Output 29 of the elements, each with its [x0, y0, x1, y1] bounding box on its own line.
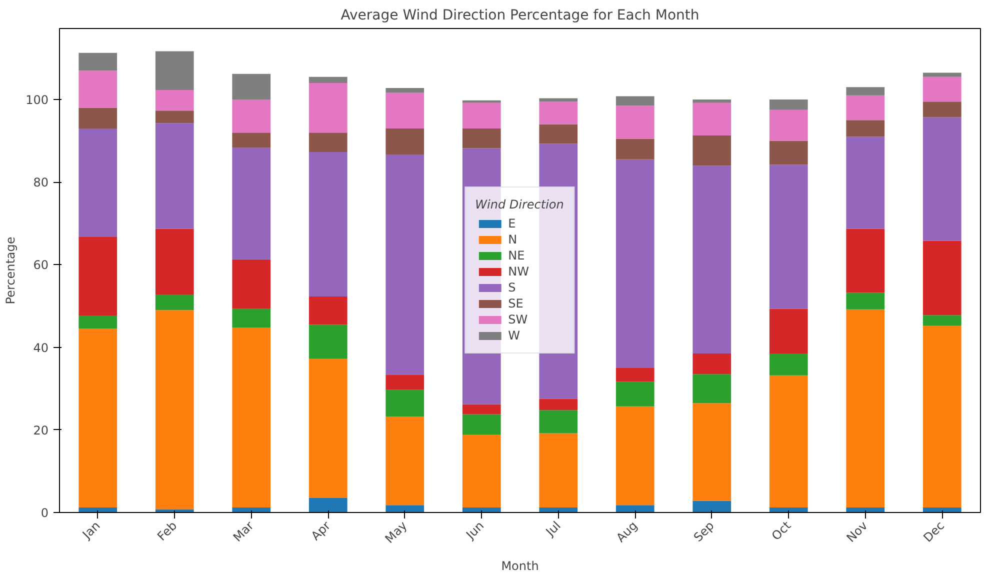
legend-label: E [508, 216, 517, 230]
y-tick-label: 40 [33, 340, 49, 355]
x-tick-label: Sep [690, 518, 717, 544]
legend-label: NE [508, 248, 526, 262]
y-tick-label: 60 [33, 258, 49, 272]
x-tick-label: Nov [844, 518, 870, 546]
x-tick-label: Feb [154, 518, 180, 544]
legend-label: S [508, 280, 517, 294]
legend-label: NW [508, 264, 529, 278]
legend-label: N [508, 232, 518, 246]
x-tick-label: Aug [614, 518, 640, 546]
y-tick-label: 100 [26, 93, 48, 108]
legend-title: Wind Direction [475, 198, 564, 212]
x-axis-title: Month [501, 558, 539, 573]
y-tick-label: 0 [40, 506, 49, 520]
x-tick-label: Dec [920, 518, 948, 545]
x-tick-label: Mar [230, 518, 256, 544]
legend-label: SW [508, 312, 528, 326]
x-tick-label: Apr [308, 518, 334, 544]
y-tick-label: 80 [33, 176, 49, 190]
legend-label: W [508, 328, 522, 342]
chart-title: Average Wind Direction Percentage for Each Month [340, 8, 700, 24]
x-tick-label: Jul [542, 518, 564, 540]
x-tick-label: Oct [769, 518, 794, 544]
legend-label: SE [508, 296, 524, 310]
y-tick-label: 20 [33, 423, 49, 438]
y-axis-title: Percentage [4, 236, 18, 304]
x-tick-label: Jun [462, 518, 487, 542]
x-tick-label: Jan [79, 518, 103, 542]
